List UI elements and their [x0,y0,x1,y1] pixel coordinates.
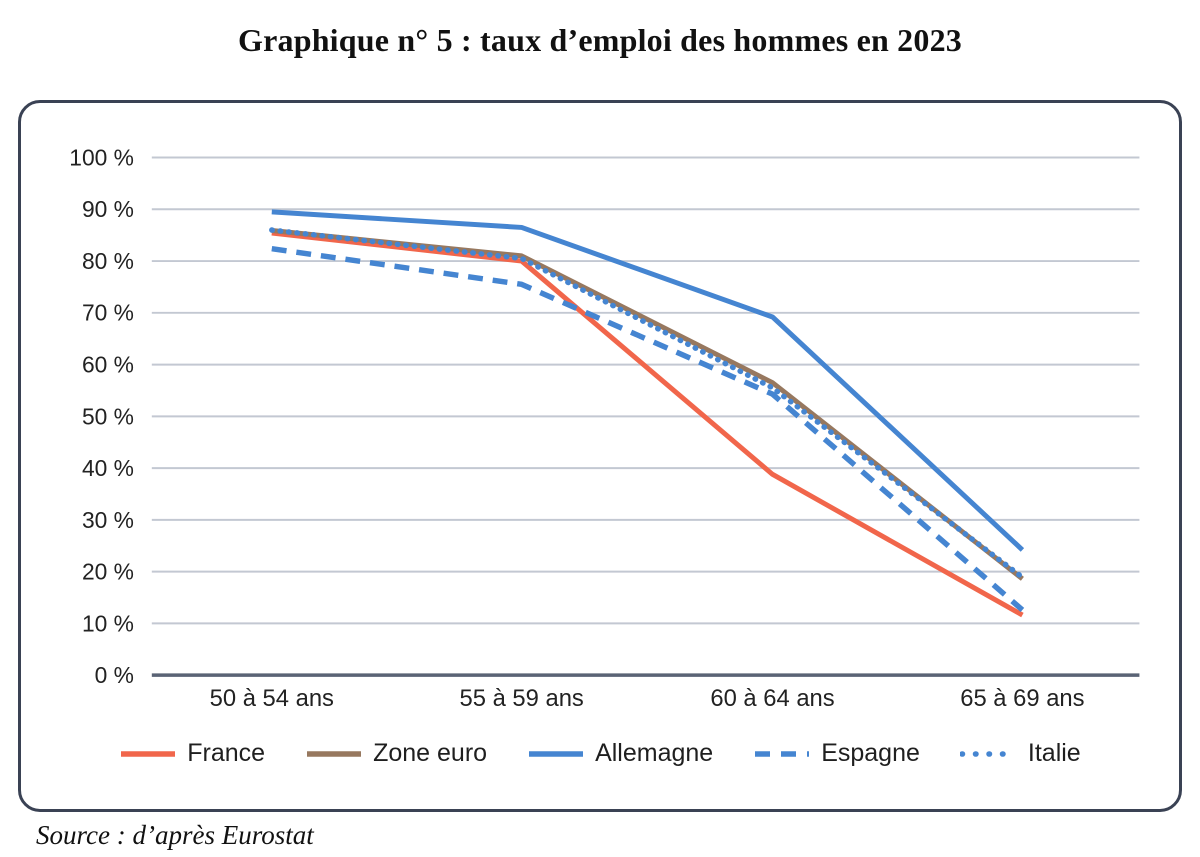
legend-label: Zone euro [373,739,488,767]
chart-svg: 0 % 10 % 20 % 30 % 40 % 50 % 60 % 70 % 80 % 90 % 1… [69,144,1140,712]
x-tick-label: 60 à 64 ans [710,685,834,712]
y-tick-label: 80 % [82,248,134,274]
y-tick-label: 30 % [82,507,134,533]
y-tick-label: 70 % [82,300,134,326]
y-tick-label: 0 % [95,662,134,688]
x-tick-label: 55 à 59 ans [460,685,584,712]
series-line-italie [269,227,1026,580]
legend-swatch-solid-line-icon [307,750,362,757]
legend: France Zone euro Allemagne Espagne Italie [21,739,1179,768]
y-tick-label: 40 % [82,455,134,481]
y-tick-label: 60 % [82,352,134,378]
legend-item-allemagne: Allemagne [527,739,713,768]
y-tick-label: 10 % [82,610,134,636]
series-line-france [271,230,1024,618]
legend-item-zone-euro: Zone euro [305,739,487,768]
x-tick-label: 65 à 69 ans [960,685,1084,712]
page-title: Graphique n° 5 : taux d’emploi des homme… [238,22,962,58]
legend-label: France [187,739,266,767]
legend-swatch-dotted-line-icon [959,750,1018,757]
chart-card: 0 % 10 % 20 % 30 % 40 % 50 % 60 % 70 % 80 % 90 % 1… [18,100,1182,812]
legend-swatch-solid-line-icon [529,750,584,757]
series-line-zone-euro [271,228,1024,581]
legend-item-italie: Italie [959,739,1081,768]
series-line-allemagne [271,209,1025,552]
legend-label: Allemagne [595,739,714,767]
series-line-espagne [271,245,1025,612]
legend-swatch-dashed-line-icon [755,750,810,757]
y-tick-label: 20 % [82,559,134,585]
legend-label: Italie [1027,739,1081,767]
source-note: Source : d’après Eurostat [36,820,314,850]
y-tick-label: 90 % [82,196,134,222]
legend-item-france: France [119,739,265,768]
y-tick-label: 50 % [82,403,134,429]
x-tick-label: 50 à 54 ans [210,685,334,712]
legend-label: Espagne [821,739,920,767]
y-tick-label: 100 % [69,144,134,170]
legend-item-espagne: Espagne [753,739,920,768]
legend-swatch-solid-line-icon [121,750,176,757]
